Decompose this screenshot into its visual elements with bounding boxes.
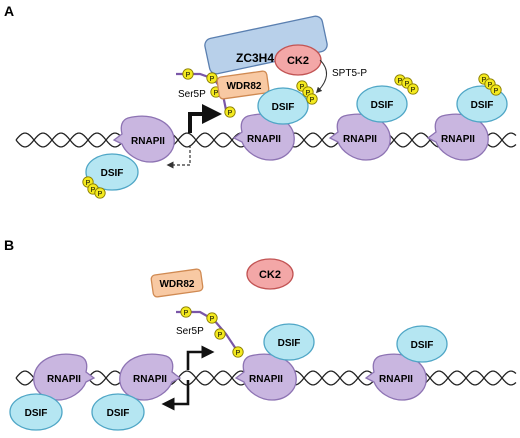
phospho-p xyxy=(407,83,419,95)
phospho-p xyxy=(490,84,502,96)
dsif-label: DSIF xyxy=(371,100,394,111)
phospho-p-label: P xyxy=(494,88,499,95)
dsif-label: DSIF xyxy=(272,102,295,113)
phospho-p-label: P xyxy=(184,310,189,317)
phospho-p xyxy=(182,68,194,80)
dsif-label: DSIF xyxy=(107,408,130,419)
tss-arrow-sense xyxy=(186,345,215,370)
phospho-p-label: P xyxy=(210,316,215,323)
dsif-complex: DSIF xyxy=(263,323,315,361)
phospho-p-label: P xyxy=(98,191,103,198)
dsif-label: DSIF xyxy=(411,340,434,351)
phospho-p-label: P xyxy=(488,82,493,89)
ck2-label-b: CK2 xyxy=(259,269,281,281)
rnapii-label: RNAPII xyxy=(133,374,167,385)
dsif-complex: DSIF xyxy=(396,325,448,363)
phospho-p xyxy=(206,72,218,84)
phospho-p-label: P xyxy=(218,332,223,339)
rnapii-complex: RNAPII xyxy=(112,115,175,163)
wdr82-label-a: WDR82 xyxy=(226,81,261,92)
ck2-protein: CK2 xyxy=(274,44,322,76)
phospho-p-label: P xyxy=(236,350,241,357)
phospho-p-label: P xyxy=(411,87,416,94)
rnapii-complex: RNAPII xyxy=(33,353,96,401)
tss-arrow-bold xyxy=(188,104,222,133)
phospho-p-label: P xyxy=(214,90,219,97)
rnapii-complex: RNAPII xyxy=(119,353,182,401)
rnapii-complex: RNAPII xyxy=(234,353,297,401)
phospho-p-label: P xyxy=(228,110,233,117)
ctd-tail-a: P P P P xyxy=(176,68,236,118)
rnapii-label: RNAPII xyxy=(441,134,475,145)
phospho-p xyxy=(180,306,192,318)
spt5p-arrow xyxy=(315,59,327,94)
spt5p-label: SPT5-P xyxy=(332,68,367,79)
zc3h4-label: ZC3H4 xyxy=(236,51,274,65)
dsif-label: DSIF xyxy=(471,100,494,111)
wdr82-label-b: WDR82 xyxy=(159,279,194,290)
ser5p-label-b: Ser5P xyxy=(176,326,204,337)
phospho-p-label: P xyxy=(210,76,215,83)
dsif-label: DSIF xyxy=(25,408,48,419)
tss-arrow-antisense xyxy=(161,380,190,411)
ck2-protein-b: CK2 xyxy=(246,258,294,290)
phospho-p-label: P xyxy=(398,78,403,85)
phospho-p-label: P xyxy=(482,77,487,84)
rnapii-complex: RNAPII xyxy=(328,113,391,161)
panel-b: B WDR82 CK2 P P P P Ser5P xyxy=(4,237,517,431)
dsif-complex: DSIF P P P xyxy=(456,73,508,123)
dsif-label: DSIF xyxy=(101,168,124,179)
panel-a-letter: A xyxy=(4,3,14,19)
rnapii-complex: RNAPII xyxy=(364,353,427,401)
dsif-complex: DSIF P P P xyxy=(257,80,318,125)
rnapii-complex: RNAPII xyxy=(426,113,489,161)
wdr82-protein-b: WDR82 xyxy=(150,268,204,298)
ctd-tail-b: P P P P xyxy=(176,306,244,358)
dsif-complex: DSIF P P P xyxy=(82,153,139,199)
dsif-complex: DSIF xyxy=(9,393,63,431)
phospho-p-label: P xyxy=(405,81,410,88)
phospho-p xyxy=(224,106,236,118)
rnapii-label: RNAPII xyxy=(131,136,165,147)
wdr82-protein-a: WDR82 xyxy=(216,70,270,100)
phospho-p-label: P xyxy=(306,90,311,97)
rnapii-label: RNAPII xyxy=(343,134,377,145)
phospho-p-label: P xyxy=(300,84,305,91)
ser5p-label-a: Ser5P xyxy=(178,89,206,100)
phospho-p-label: P xyxy=(186,72,191,79)
rnapii-label: RNAPII xyxy=(47,374,81,385)
phospho-p xyxy=(214,328,226,340)
phospho-p xyxy=(232,346,244,358)
dsif-complex: DSIF P P P xyxy=(356,74,419,123)
zc3h4-protein: ZC3H4 xyxy=(204,15,328,75)
panel-b-letter: B xyxy=(4,237,14,253)
tss-arrow-dashed xyxy=(166,145,191,169)
panel-a: A ZC3H4 CK2 SPT5-P P P P P xyxy=(4,3,517,199)
phospho-p-label: P xyxy=(310,97,315,104)
phospho-p xyxy=(306,93,318,105)
rnapii-label: RNAPII xyxy=(247,134,281,145)
rnapii-label: RNAPII xyxy=(249,374,283,385)
phospho-p-label: P xyxy=(91,187,96,194)
rnapii-complex: RNAPII xyxy=(232,113,295,161)
dsif-label: DSIF xyxy=(278,338,301,349)
rnapii-label: RNAPII xyxy=(379,374,413,385)
ck2-label: CK2 xyxy=(287,55,309,67)
dsif-complex: DSIF xyxy=(91,393,145,431)
phospho-p xyxy=(94,187,106,199)
phospho-p-label: P xyxy=(86,180,91,187)
phospho-p xyxy=(206,312,218,324)
